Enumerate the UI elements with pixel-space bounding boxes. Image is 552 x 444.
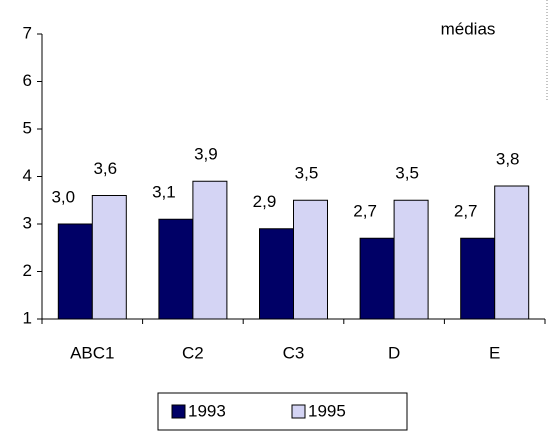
bar [259, 228, 294, 320]
y-tick-label: 2 [23, 261, 32, 280]
legend-label: 1995 [308, 401, 346, 420]
y-tick-label: 7 [23, 23, 32, 42]
y-tick-label: 3 [23, 213, 32, 232]
y-tick-label: 4 [23, 166, 32, 185]
x-tick-label: ABC1 [70, 343, 114, 362]
x-tick-label: D [388, 343, 400, 362]
bar [91, 195, 127, 320]
bar [494, 185, 530, 320]
legend-swatch [171, 404, 186, 419]
legend-label: 1993 [188, 401, 226, 420]
legend-box [157, 392, 408, 431]
bar [393, 199, 429, 320]
annotation: médias [441, 19, 496, 38]
x-tick-label: C3 [283, 343, 305, 362]
value-label: 2,7 [454, 202, 478, 221]
legend-swatch [291, 404, 306, 419]
value-label: 3,5 [395, 164, 419, 183]
value-label: 2,7 [353, 202, 377, 221]
value-label: 3,6 [93, 159, 117, 178]
value-label: 2,9 [253, 192, 277, 211]
value-label: 3,5 [295, 164, 319, 183]
y-tick-label: 1 [23, 308, 32, 327]
x-tick-label: E [489, 343, 500, 362]
y-tick-label: 5 [23, 118, 32, 137]
bar [293, 199, 328, 320]
y-tick-label: 6 [23, 71, 32, 90]
bar [158, 218, 194, 320]
bar [359, 237, 395, 320]
bar [460, 237, 496, 320]
x-tick-label: C2 [182, 343, 204, 362]
bar [192, 180, 228, 320]
value-label: 3,9 [194, 145, 218, 164]
value-label: 3,8 [496, 149, 520, 168]
bar [57, 223, 93, 320]
value-label: 3,1 [152, 183, 176, 202]
value-label: 3,0 [51, 187, 75, 206]
